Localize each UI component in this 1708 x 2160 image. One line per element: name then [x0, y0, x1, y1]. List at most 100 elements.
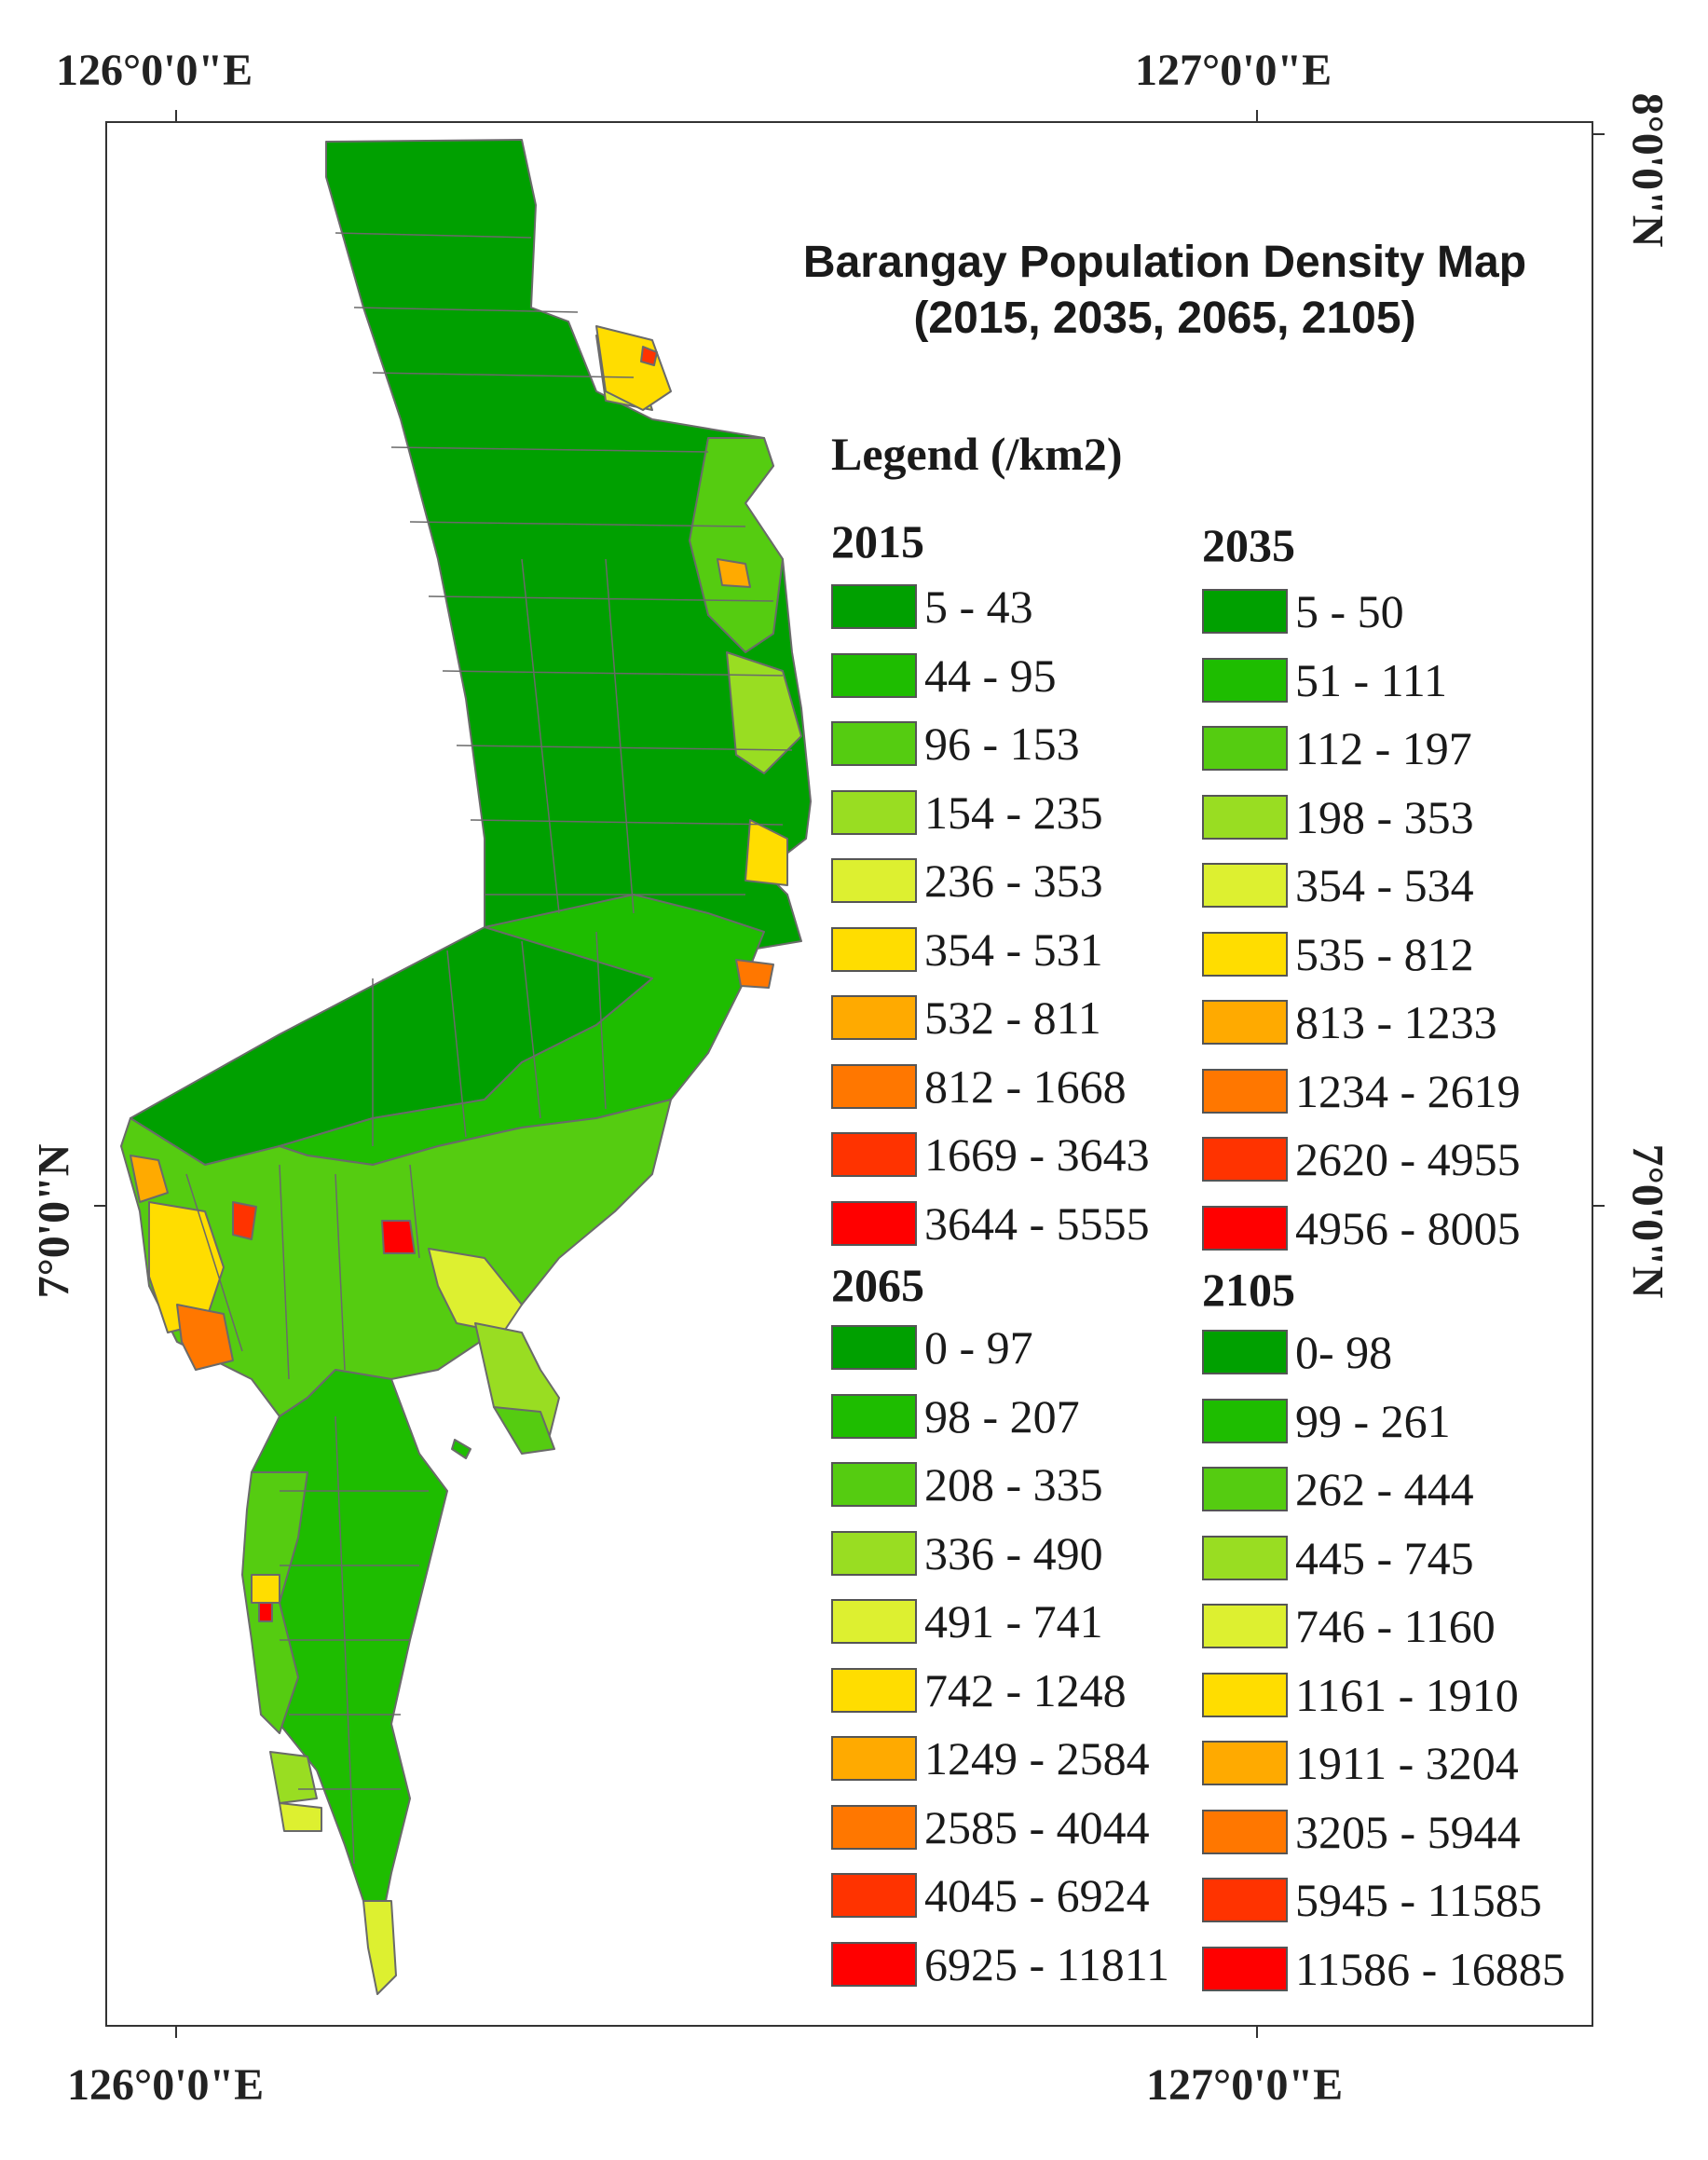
- tick-left-7n: [94, 1205, 107, 1207]
- legend-swatch: [831, 1599, 917, 1644]
- legend-row-2035-3: 112 - 197: [1202, 722, 1472, 774]
- legend-swatch: [1202, 1000, 1288, 1045]
- legend-swatch: [831, 1063, 917, 1109]
- legend-swatch: [831, 1736, 917, 1781]
- legend-range-label: 99 - 261: [1295, 1394, 1451, 1447]
- legend-swatch: [831, 858, 917, 903]
- region-south-coast-light: [269, 1751, 318, 1804]
- legend-range-label: 4045 - 6924: [924, 1869, 1150, 1921]
- legend-range-label: 112 - 197: [1295, 722, 1472, 774]
- boundary-lines-central: [185, 931, 607, 1380]
- legend-row-2105-4: 445 - 745: [1202, 1531, 1474, 1584]
- legend-swatch: [1202, 1330, 1288, 1374]
- region-islet: [451, 1439, 471, 1459]
- legend-swatch: [831, 1530, 917, 1576]
- legend-swatch: [1202, 1398, 1288, 1443]
- legend-row-2015-5: 236 - 353: [831, 854, 1103, 907]
- legend-swatch: [831, 1941, 917, 1987]
- legend-row-2065-2: 98 - 207: [831, 1389, 1080, 1442]
- legend-swatch: [1202, 1946, 1288, 1991]
- legend-range-label: 5945 - 11585: [1295, 1874, 1542, 1926]
- legend-row-2035-9: 2620 - 4955: [1202, 1133, 1521, 1185]
- legend-range-label: 154 - 235: [924, 786, 1103, 839]
- legend-row-2105-6: 1161 - 1910: [1202, 1668, 1519, 1721]
- tick-bottom-127: [1256, 2025, 1258, 2038]
- legend-row-2035-5: 354 - 534: [1202, 859, 1474, 911]
- legend-year-2065: 2065: [831, 1259, 924, 1311]
- legend-row-2105-9: 5945 - 11585: [1202, 1874, 1542, 1926]
- legend-swatch: [831, 1325, 917, 1370]
- legend-range-label: 812 - 1668: [924, 1059, 1127, 1113]
- legend-range-label: 3205 - 5944: [1295, 1805, 1521, 1858]
- bottom-right-longitude-label: 127°0'0"E: [1146, 2060, 1344, 2110]
- region-south-coast-light-2: [279, 1802, 322, 1832]
- tick-bottom-126: [175, 2025, 177, 2038]
- legend-row-2105-3: 262 - 444: [1202, 1463, 1474, 1515]
- legend-row-2015-10: 3644 - 5555: [831, 1197, 1150, 1250]
- legend-row-2065-6: 742 - 1248: [831, 1664, 1127, 1716]
- legend-swatch: [1202, 657, 1288, 703]
- region-south-yellow: [251, 1574, 280, 1604]
- legend-range-label: 198 - 353: [1295, 790, 1474, 843]
- boundary-lines-south: [280, 1415, 429, 1865]
- legend-row-2035-6: 535 - 812: [1202, 927, 1474, 980]
- map-title: Barangay Population Density Map (2015, 2…: [745, 235, 1584, 347]
- legend-row-2065-5: 491 - 741: [831, 1595, 1103, 1647]
- legend-range-label: 532 - 811: [924, 991, 1101, 1044]
- legend-swatch: [831, 789, 917, 835]
- legend-range-label: 813 - 1233: [1295, 996, 1497, 1048]
- legend-row-2105-8: 3205 - 5944: [1202, 1805, 1521, 1858]
- legend-row-2065-10: 6925 - 11811: [831, 1938, 1169, 1990]
- legend-row-2105-7: 1911 - 3204: [1202, 1737, 1519, 1789]
- top-left-longitude-label: 126°0'0"E: [56, 46, 253, 95]
- legend-row-2015-2: 44 - 95: [831, 649, 1057, 702]
- legend-swatch: [831, 1132, 917, 1177]
- region-east-coast-2: [726, 651, 802, 774]
- legend-row-2015-9: 1669 - 3643: [831, 1128, 1150, 1181]
- region-davao-red: [381, 1220, 416, 1254]
- legend-row-2065-3: 208 - 335: [831, 1458, 1103, 1511]
- legend-range-label: 51 - 111: [1295, 653, 1447, 706]
- legend-swatch: [831, 652, 917, 698]
- region-east-coast: [689, 437, 784, 653]
- legend-range-label: 746 - 1160: [1295, 1600, 1496, 1652]
- legend-range-label: 491 - 741: [924, 1595, 1103, 1647]
- legend-range-label: 1249 - 2584: [924, 1732, 1150, 1784]
- legend-range-label: 1234 - 2619: [1295, 1064, 1521, 1117]
- legend-range-label: 5 - 43: [924, 581, 1033, 633]
- legend-row-2105-1: 0- 98: [1202, 1326, 1392, 1378]
- legend-year-2015: 2015: [831, 515, 924, 567]
- legend-range-label: 1669 - 3643: [924, 1128, 1150, 1181]
- legend-range-label: 96 - 153: [924, 718, 1080, 770]
- legend-range-label: 2585 - 4044: [924, 1800, 1150, 1853]
- legend-swatch: [1202, 863, 1288, 908]
- legend-swatch: [1202, 1068, 1288, 1114]
- top-right-longitude-label: 127°0'0"E: [1135, 46, 1332, 95]
- region-davao-red-2: [232, 1201, 257, 1240]
- legend-range-label: 98 - 207: [924, 1389, 1080, 1442]
- legend-row-2035-4: 198 - 353: [1202, 790, 1474, 843]
- legend-year-2035: 2035: [1202, 519, 1295, 571]
- legend-range-label: 445 - 745: [1295, 1531, 1474, 1584]
- legend-range-label: 535 - 812: [1295, 927, 1474, 980]
- legend-range-label: 5 - 50: [1295, 585, 1404, 637]
- legend-swatch: [1202, 1137, 1288, 1182]
- legend-swatch: [831, 1462, 917, 1507]
- legend-swatch: [831, 1200, 917, 1246]
- legend-year-2105: 2105: [1202, 1264, 1295, 1316]
- legend-row-2035-8: 1234 - 2619: [1202, 1064, 1521, 1117]
- legend-swatch: [831, 584, 917, 629]
- legend-range-label: 354 - 531: [924, 923, 1103, 976]
- legend-range-label: 1161 - 1910: [1295, 1668, 1519, 1721]
- legend-row-2065-8: 2585 - 4044: [831, 1800, 1150, 1853]
- legend-row-2105-5: 746 - 1160: [1202, 1600, 1496, 1652]
- legend-row-2015-6: 354 - 531: [831, 923, 1103, 976]
- legend-swatch: [1202, 931, 1288, 977]
- map-title-line1: Barangay Population Density Map: [802, 238, 1527, 287]
- legend-swatch: [1202, 1809, 1288, 1854]
- legend-row-2015-4: 154 - 235: [831, 786, 1103, 839]
- legend-swatch: [1202, 1535, 1288, 1580]
- legend-range-label: 336 - 490: [924, 1526, 1103, 1579]
- region-davao-urban-orange-2: [130, 1155, 169, 1203]
